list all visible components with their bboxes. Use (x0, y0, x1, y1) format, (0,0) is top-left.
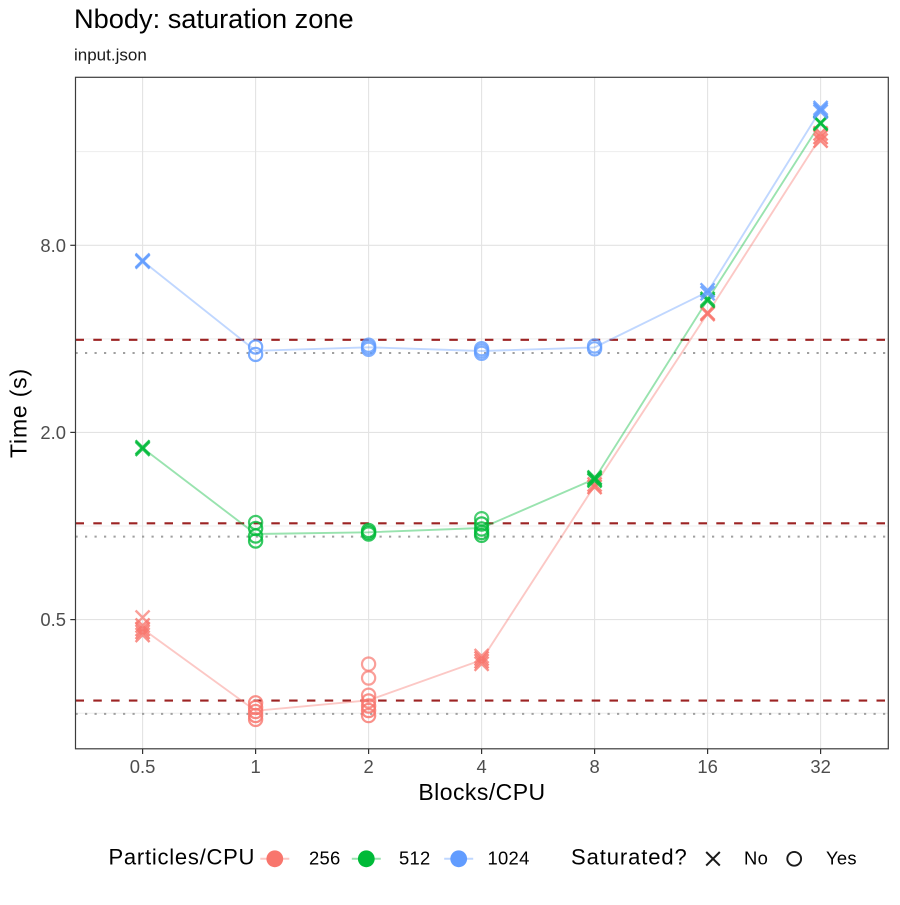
svg-text:8: 8 (589, 756, 599, 777)
svg-text:1024: 1024 (488, 848, 530, 869)
svg-text:No: No (744, 848, 768, 869)
svg-text:0.5: 0.5 (130, 756, 156, 777)
svg-text:2: 2 (363, 756, 373, 777)
svg-text:Nbody: saturation zone: Nbody: saturation zone (74, 3, 354, 34)
svg-text:256: 256 (309, 848, 341, 869)
svg-text:1: 1 (250, 756, 260, 777)
svg-text:input.json: input.json (74, 46, 147, 65)
svg-text:Yes: Yes (826, 848, 857, 869)
svg-text:512: 512 (399, 848, 431, 869)
svg-text:2.0: 2.0 (40, 422, 66, 443)
svg-text:32: 32 (810, 756, 830, 777)
svg-text:Time (s): Time (s) (6, 368, 32, 458)
svg-text:0.5: 0.5 (40, 609, 66, 630)
svg-text:16: 16 (697, 756, 717, 777)
svg-text:4: 4 (476, 756, 486, 777)
svg-text:Saturated?: Saturated? (571, 845, 688, 870)
svg-text:8.0: 8.0 (40, 235, 66, 256)
svg-text:Blocks/CPU: Blocks/CPU (418, 779, 545, 805)
svg-text:Particles/CPU: Particles/CPU (109, 845, 256, 870)
